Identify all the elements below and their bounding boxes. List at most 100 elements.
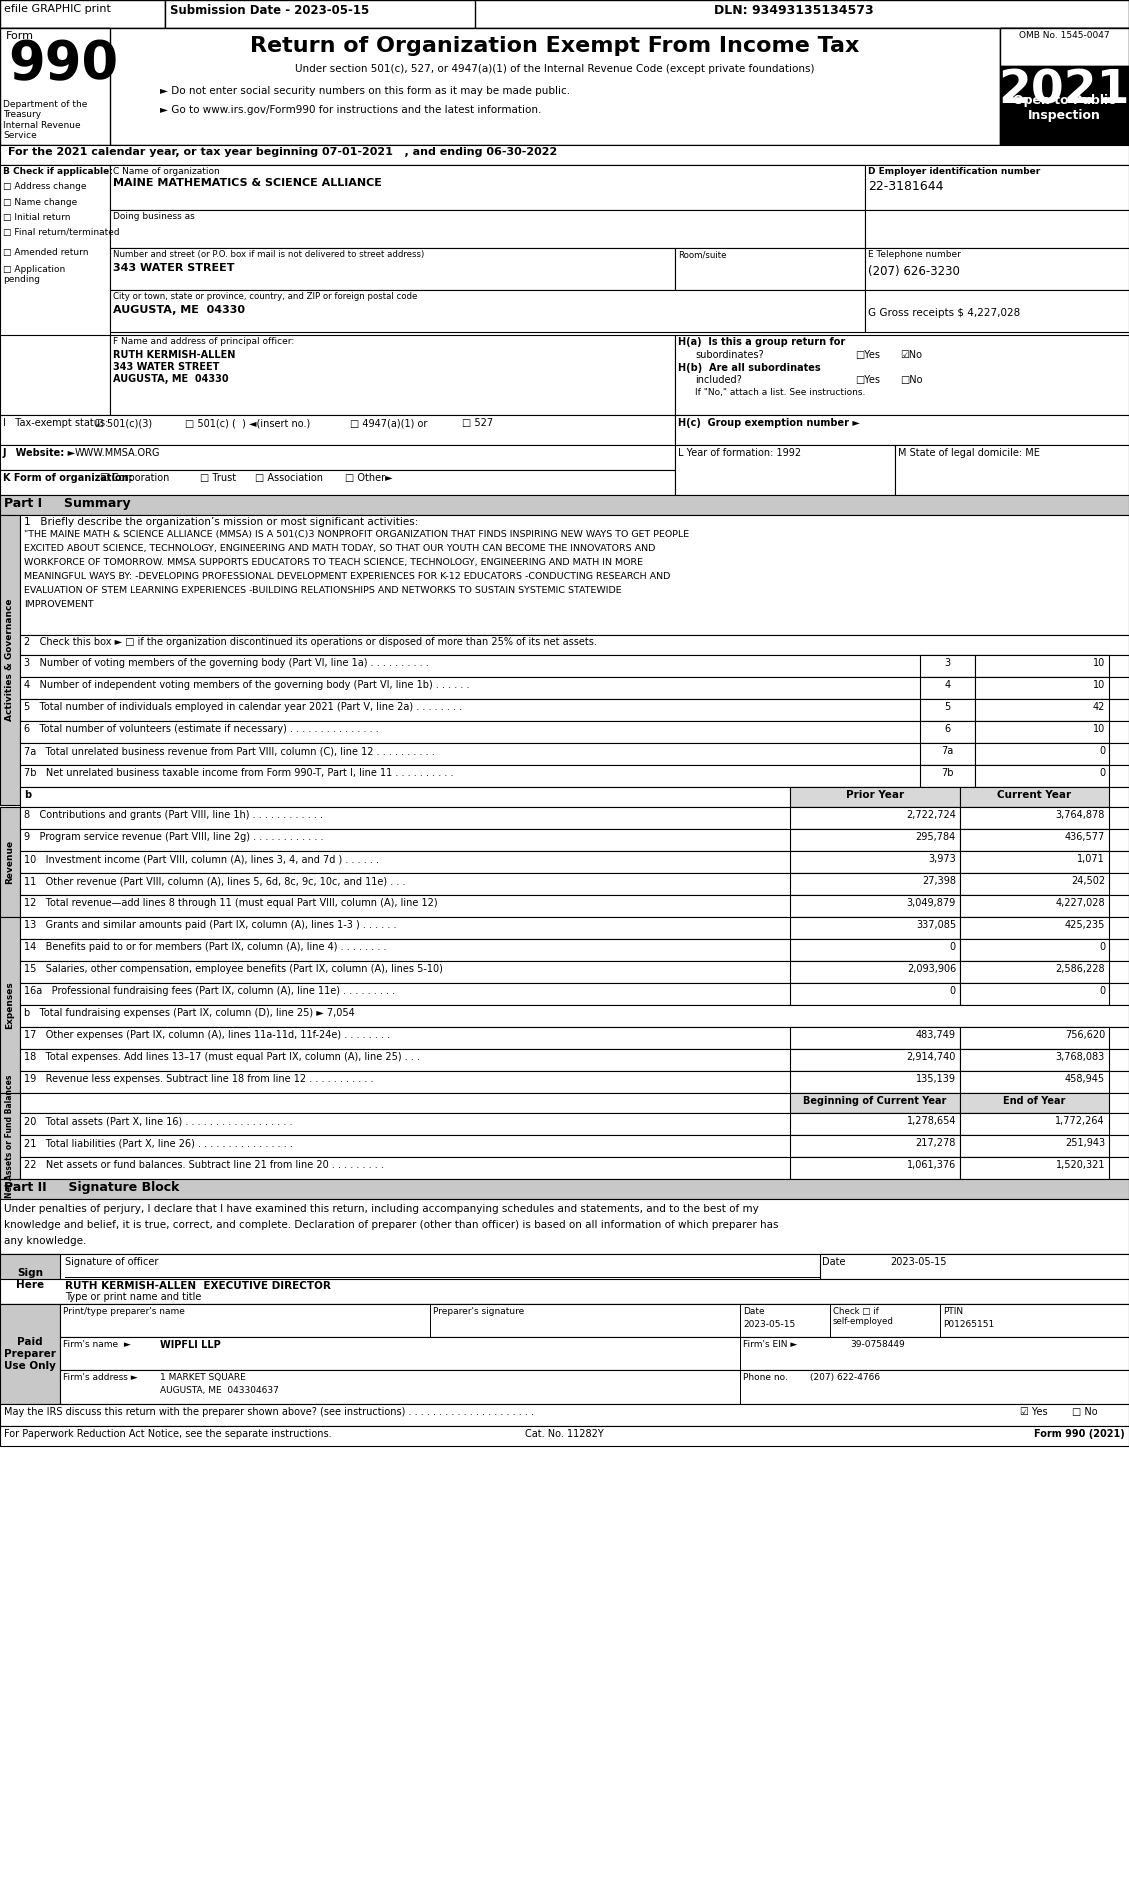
Text: 251,943: 251,943: [1065, 1138, 1105, 1148]
Bar: [790, 1049, 960, 1072]
Text: 4   Number of independent voting members of the governing body (Part VI, line 1b: 4 Number of independent voting members o…: [24, 680, 470, 690]
Bar: [0, 144, 1129, 165]
Text: knowledge and belief, it is true, correct, and complete. Declaration of preparer: knowledge and belief, it is true, correc…: [5, 1220, 779, 1229]
Text: □Yes: □Yes: [855, 350, 879, 359]
Text: C Name of organization: C Name of organization: [113, 167, 220, 177]
Text: 17   Other expenses (Part IX, column (A), lines 11a-11d, 11f-24e) . . . . . . . : 17 Other expenses (Part IX, column (A), …: [24, 1030, 391, 1039]
Bar: [110, 334, 675, 414]
Bar: [60, 1338, 1129, 1370]
Text: included?: included?: [695, 374, 742, 386]
Text: 0: 0: [1099, 747, 1105, 756]
Bar: [20, 808, 1129, 828]
Text: J   Website: ►: J Website: ►: [3, 448, 76, 458]
Bar: [20, 982, 1129, 1005]
Bar: [960, 939, 1109, 961]
Text: F Name and address of principal officer:: F Name and address of principal officer:: [113, 336, 295, 346]
Text: 1,071: 1,071: [1077, 853, 1105, 864]
Text: □ Association: □ Association: [255, 473, 323, 483]
Bar: [960, 982, 1109, 1005]
Text: E Telephone number: E Telephone number: [868, 251, 961, 258]
Text: □ 527: □ 527: [462, 418, 493, 428]
Bar: [20, 743, 1129, 766]
Text: DLN: 93493135134573: DLN: 93493135134573: [715, 4, 874, 17]
Text: L Year of formation: 1992: L Year of formation: 1992: [679, 448, 802, 458]
Text: WIPFLI LLP: WIPFLI LLP: [160, 1340, 221, 1351]
Text: Date: Date: [743, 1307, 764, 1317]
Text: Return of Organization Exempt From Income Tax: Return of Organization Exempt From Incom…: [251, 36, 859, 55]
Bar: [920, 656, 975, 676]
Text: 5: 5: [944, 701, 951, 712]
Text: 7b   Net unrelated business taxable income from Form 990-T, Part I, line 11 . . : 7b Net unrelated business taxable income…: [24, 768, 454, 777]
Text: 7a: 7a: [942, 747, 954, 756]
Bar: [960, 961, 1109, 982]
Bar: [20, 787, 1129, 807]
Text: For Paperwork Reduction Act Notice, see the separate instructions.: For Paperwork Reduction Act Notice, see …: [5, 1429, 332, 1438]
Text: 5   Total number of individuals employed in calendar year 2021 (Part V, line 2a): 5 Total number of individuals employed i…: [24, 701, 462, 712]
Bar: [0, 334, 110, 414]
Text: 3,764,878: 3,764,878: [1056, 809, 1105, 821]
Bar: [20, 961, 1129, 982]
Bar: [820, 1254, 1129, 1279]
Bar: [865, 291, 1129, 332]
Text: Activities & Governance: Activities & Governance: [6, 598, 15, 722]
Bar: [165, 0, 475, 28]
Text: 2021: 2021: [998, 68, 1129, 112]
Bar: [960, 1134, 1109, 1157]
Bar: [0, 1303, 1129, 1404]
Text: Expenses: Expenses: [6, 980, 15, 1030]
Bar: [0, 1404, 1129, 1427]
Text: Part I     Summary: Part I Summary: [5, 498, 131, 509]
Bar: [790, 1157, 960, 1180]
Text: Revenue: Revenue: [6, 840, 15, 884]
Text: Doing business as: Doing business as: [113, 213, 194, 220]
Text: 0: 0: [949, 942, 956, 952]
Text: Room/suite: Room/suite: [679, 251, 726, 258]
Text: H(c)  Group exemption number ►: H(c) Group exemption number ►: [679, 418, 860, 428]
Bar: [960, 1049, 1109, 1072]
Text: 8   Contributions and grants (Part VIII, line 1h) . . . . . . . . . . . .: 8 Contributions and grants (Part VIII, l…: [24, 809, 323, 821]
Bar: [960, 1113, 1109, 1134]
Text: Prior Year: Prior Year: [846, 790, 904, 800]
Text: 27,398: 27,398: [922, 876, 956, 885]
Text: 2   Check this box ► □ if the organization discontinued its operations or dispos: 2 Check this box ► □ if the organization…: [24, 636, 597, 648]
Bar: [20, 1092, 1129, 1113]
Bar: [0, 1254, 1129, 1303]
Bar: [110, 249, 675, 291]
Text: 0: 0: [1099, 768, 1105, 777]
Bar: [975, 720, 1109, 743]
Text: K Form of organization:: K Form of organization:: [3, 473, 132, 483]
Text: 217,278: 217,278: [916, 1138, 956, 1148]
Text: □ Trust: □ Trust: [200, 473, 236, 483]
Bar: [0, 165, 1129, 414]
Bar: [0, 918, 20, 1092]
Text: 337,085: 337,085: [916, 920, 956, 929]
Bar: [675, 414, 1129, 445]
Text: 6: 6: [945, 724, 951, 733]
Bar: [960, 918, 1109, 939]
Text: 2,586,228: 2,586,228: [1056, 963, 1105, 975]
Text: 756,620: 756,620: [1065, 1030, 1105, 1039]
Text: May the IRS discuss this return with the preparer shown above? (see instructions: May the IRS discuss this return with the…: [5, 1408, 534, 1417]
Text: 21   Total liabilities (Part X, line 26) . . . . . . . . . . . . . . . .: 21 Total liabilities (Part X, line 26) .…: [24, 1138, 292, 1148]
Bar: [110, 211, 865, 249]
Text: ► Do not enter social security numbers on this form as it may be made public.: ► Do not enter social security numbers o…: [160, 86, 570, 97]
Bar: [20, 918, 1129, 939]
Text: 22-3181644: 22-3181644: [868, 180, 944, 194]
Text: 135,139: 135,139: [916, 1074, 956, 1085]
Text: 16a   Professional fundraising fees (Part IX, column (A), line 11e) . . . . . . : 16a Professional fundraising fees (Part …: [24, 986, 395, 996]
Text: ☑ Corporation: ☑ Corporation: [100, 473, 169, 483]
Text: □No: □No: [900, 374, 922, 386]
Bar: [0, 1092, 20, 1180]
Bar: [20, 699, 1129, 720]
Text: 10   Investment income (Part VIII, column (A), lines 3, 4, and 7d ) . . . . . .: 10 Investment income (Part VIII, column …: [24, 853, 379, 864]
Text: End of Year: End of Year: [1004, 1096, 1066, 1106]
Text: □ Other►: □ Other►: [345, 473, 393, 483]
Text: AUGUSTA, ME  043304637: AUGUSTA, ME 043304637: [160, 1385, 279, 1395]
Bar: [920, 676, 975, 699]
Text: WORKFORCE OF TOMORROW. MMSA SUPPORTS EDUCATORS TO TEACH SCIENCE, TECHNOLOGY, ENG: WORKFORCE OF TOMORROW. MMSA SUPPORTS EDU…: [24, 559, 644, 566]
Text: (207) 622-4766: (207) 622-4766: [809, 1374, 881, 1381]
Text: 1,772,264: 1,772,264: [1056, 1115, 1105, 1127]
Text: Cat. No. 11282Y: Cat. No. 11282Y: [525, 1429, 603, 1438]
Text: 4,227,028: 4,227,028: [1056, 899, 1105, 908]
Text: AUGUSTA, ME  04330: AUGUSTA, ME 04330: [113, 374, 229, 384]
